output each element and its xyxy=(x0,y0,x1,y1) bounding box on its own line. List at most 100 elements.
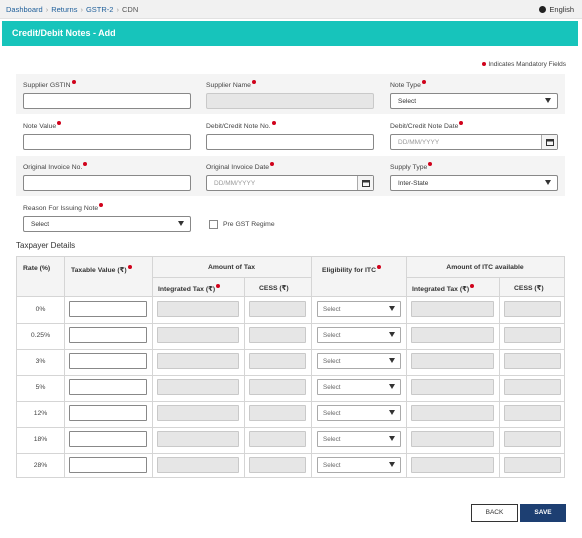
note-date-input[interactable]: DD/MM/YYYY xyxy=(390,134,558,150)
breadcrumb-current: CDN xyxy=(121,5,139,14)
header-itc-available: Amount of ITC available xyxy=(446,264,524,271)
taxable-value-input[interactable] xyxy=(69,379,147,395)
rate-cell: 3% xyxy=(35,358,46,365)
cess-input xyxy=(249,379,306,395)
taxable-value-input[interactable] xyxy=(69,301,147,317)
itc-integrated-tax-input xyxy=(411,431,494,447)
itc-integrated-tax-input xyxy=(411,327,494,343)
itc-cess-input xyxy=(504,431,561,447)
supply-type-select[interactable]: Inter-State xyxy=(390,175,558,191)
itc-integrated-tax-input xyxy=(411,379,494,395)
note-value-input[interactable] xyxy=(23,134,191,150)
cess-input xyxy=(249,353,306,369)
calendar-icon[interactable] xyxy=(541,135,557,149)
header-rate: Rate (%) xyxy=(23,265,51,272)
breadcrumb-gstr2[interactable]: GSTR-2 xyxy=(85,5,114,14)
eligibility-itc-select[interactable]: Select xyxy=(317,327,401,343)
table-row: 18% Select xyxy=(17,427,564,453)
supply-type-label: Supply Type xyxy=(390,162,433,171)
page-header: Credit/Debit Notes - Add xyxy=(2,21,578,46)
orig-invoice-no-label: Original Invoice No. xyxy=(23,162,88,171)
itc-integrated-tax-input xyxy=(411,457,494,473)
itc-cess-input xyxy=(504,353,561,369)
chevron-down-icon xyxy=(389,358,395,363)
header-cess: CESS (₹) xyxy=(259,285,289,292)
cess-input xyxy=(249,431,306,447)
calendar-icon[interactable] xyxy=(357,176,373,190)
eligibility-itc-select[interactable]: Select xyxy=(317,431,401,447)
taxable-value-input[interactable] xyxy=(69,327,147,343)
header-itc-integrated-tax: Integrated Tax (₹) xyxy=(412,284,475,293)
reason-select[interactable]: Select xyxy=(23,216,191,232)
orig-invoice-no-input[interactable] xyxy=(23,175,191,191)
rate-cell: 12% xyxy=(33,410,48,417)
note-date-label: Debit/Credit Note Date xyxy=(390,121,464,130)
chevron-down-icon xyxy=(545,180,551,185)
integrated-tax-input xyxy=(157,301,239,317)
chevron-down-icon xyxy=(389,410,395,415)
chevron-down-icon xyxy=(178,221,184,226)
taxable-value-input[interactable] xyxy=(69,457,147,473)
integrated-tax-input xyxy=(157,353,239,369)
itc-integrated-tax-input xyxy=(411,301,494,317)
taxpayer-details-table: Rate (%) Taxable Value (₹) Amount of Tax… xyxy=(16,256,565,478)
eligibility-itc-select[interactable]: Select xyxy=(317,405,401,421)
note-value-label: Note Value xyxy=(23,121,62,130)
cess-input xyxy=(249,457,306,473)
breadcrumb-dashboard[interactable]: Dashboard xyxy=(6,5,43,14)
rate-cell: 0.25% xyxy=(30,332,51,339)
taxable-value-input[interactable] xyxy=(69,405,147,421)
taxable-value-input[interactable] xyxy=(69,353,147,369)
table-row: 0% Select xyxy=(17,297,564,323)
eligibility-itc-select[interactable]: Select xyxy=(317,301,401,317)
save-button[interactable]: SAVE xyxy=(520,504,566,522)
eligibility-itc-select[interactable]: Select xyxy=(317,353,401,369)
chevron-down-icon xyxy=(389,306,395,311)
itc-integrated-tax-input xyxy=(411,353,494,369)
itc-cess-input xyxy=(504,379,561,395)
chevron-down-icon xyxy=(389,436,395,441)
rate-cell: 0% xyxy=(35,306,46,313)
supplier-gstin-input[interactable] xyxy=(23,93,191,109)
rate-cell: 18% xyxy=(33,436,48,443)
chevron-down-icon xyxy=(389,384,395,389)
taxpayer-details-heading: Taxpayer Details xyxy=(16,241,76,250)
eligibility-itc-select[interactable]: Select xyxy=(317,457,401,473)
header-amount-of-tax: Amount of Tax xyxy=(207,264,256,271)
taxable-value-input[interactable] xyxy=(69,431,147,447)
note-no-label: Debit/Credit Note No. xyxy=(206,121,276,130)
chevron-down-icon xyxy=(545,98,551,103)
integrated-tax-input xyxy=(157,457,239,473)
integrated-tax-input xyxy=(157,431,239,447)
breadcrumb: Dashboard › Returns › GSTR-2 › CDN xyxy=(6,5,139,14)
page-title: Credit/Debit Notes - Add xyxy=(12,28,116,38)
back-button[interactable]: BACK xyxy=(471,504,518,522)
language-selector[interactable]: English xyxy=(539,5,574,14)
integrated-tax-input xyxy=(157,327,239,343)
cess-input xyxy=(249,405,306,421)
cess-input xyxy=(249,301,306,317)
mandatory-note: Indicates Mandatory Fields xyxy=(482,61,566,68)
pre-gst-checkbox[interactable] xyxy=(209,220,218,229)
rate-cell: 28% xyxy=(33,462,48,469)
eligibility-itc-select[interactable]: Select xyxy=(317,379,401,395)
itc-cess-input xyxy=(504,327,561,343)
note-no-input[interactable] xyxy=(206,134,374,150)
itc-cess-input xyxy=(504,301,561,317)
itc-cess-input xyxy=(504,457,561,473)
pre-gst-label: Pre GST Regime xyxy=(223,221,275,228)
note-type-select[interactable]: Select xyxy=(390,93,558,109)
itc-cess-input xyxy=(504,405,561,421)
breadcrumb-returns[interactable]: Returns xyxy=(51,5,78,14)
mandatory-note-text: Indicates Mandatory Fields xyxy=(488,61,566,68)
header-integrated-tax: Integrated Tax (₹) xyxy=(158,284,221,293)
header-itc-cess: CESS (₹) xyxy=(514,285,544,292)
table-row: 28% Select xyxy=(17,453,564,479)
cess-input xyxy=(249,327,306,343)
rate-cell: 5% xyxy=(35,384,46,391)
supplier-gstin-label: Supplier GSTIN xyxy=(23,80,76,89)
required-dot-icon xyxy=(482,62,487,66)
globe-icon xyxy=(539,6,547,13)
table-row: 3% Select xyxy=(17,349,564,375)
orig-invoice-date-input[interactable]: DD/MM/YYYY xyxy=(206,175,374,191)
